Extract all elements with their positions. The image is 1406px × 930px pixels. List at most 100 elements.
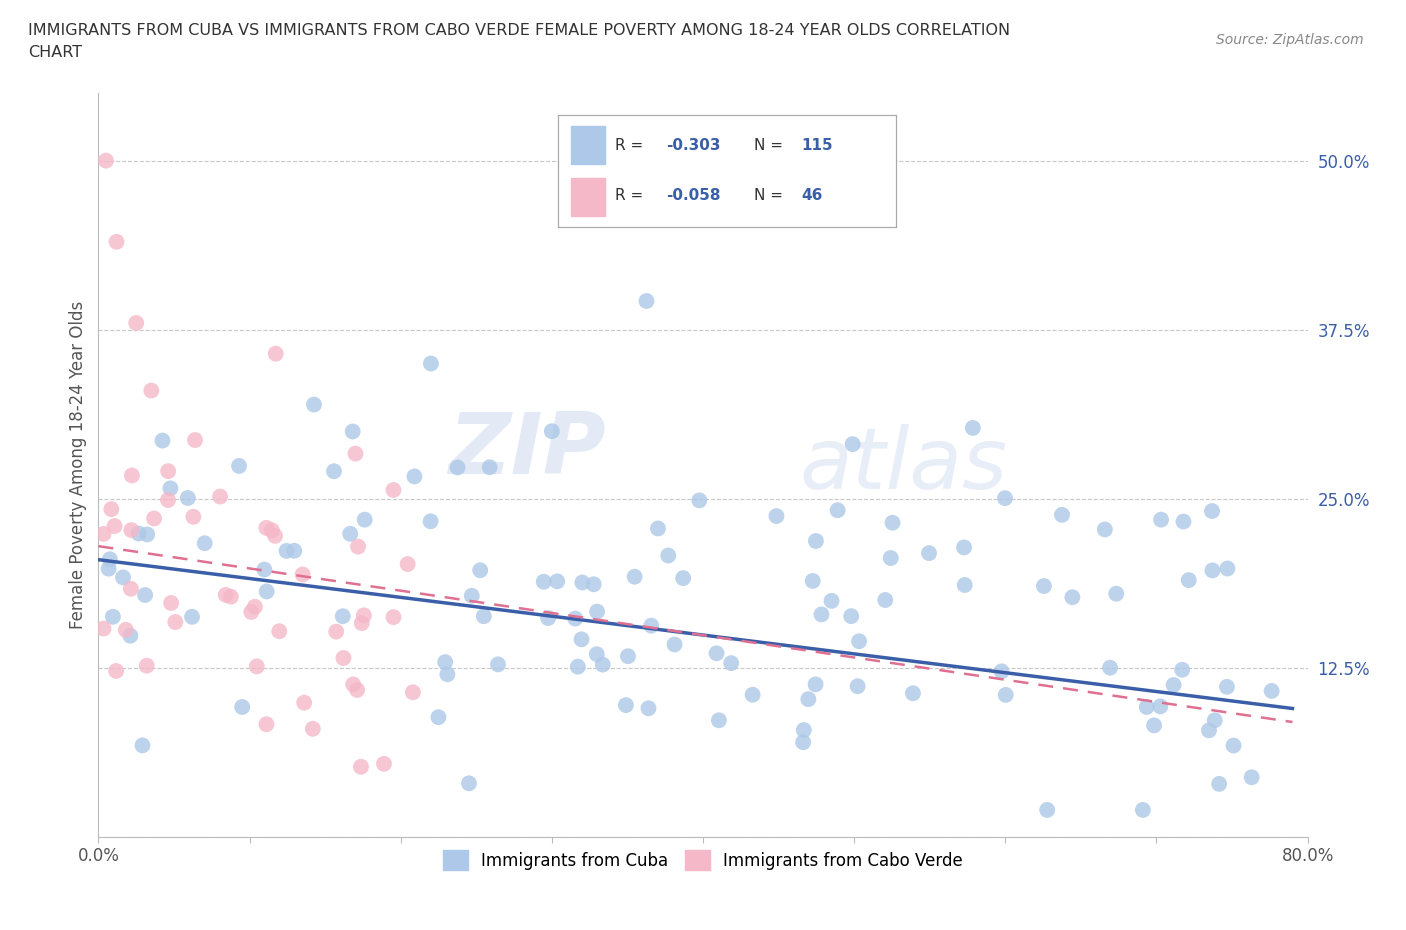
- Point: [1201, 504, 1223, 519]
- Point: [1032, 578, 1054, 593]
- Point: [994, 687, 1017, 702]
- Point: [792, 735, 814, 750]
- Point: [134, 588, 156, 603]
- Point: [256, 584, 278, 599]
- Point: [301, 722, 323, 737]
- Point: [1050, 508, 1073, 523]
- Point: [436, 667, 458, 682]
- Point: [592, 658, 614, 672]
- Point: [404, 469, 426, 484]
- Point: [1094, 522, 1116, 537]
- Point: [121, 468, 143, 483]
- Point: [1171, 662, 1194, 677]
- Point: [103, 519, 125, 534]
- Point: [323, 464, 346, 479]
- Point: [120, 523, 142, 538]
- Point: [264, 346, 287, 361]
- Point: [848, 634, 870, 649]
- Point: [240, 604, 263, 619]
- Point: [112, 570, 135, 585]
- Point: [637, 701, 659, 716]
- Point: [93, 526, 115, 541]
- Point: [246, 659, 269, 674]
- Point: [1132, 803, 1154, 817]
- Point: [382, 610, 405, 625]
- Y-axis label: Female Poverty Among 18-24 Year Olds: Female Poverty Among 18-24 Year Olds: [69, 301, 87, 629]
- Text: atlas: atlas: [800, 423, 1008, 507]
- Point: [344, 446, 367, 461]
- Point: [160, 595, 183, 610]
- Point: [458, 776, 481, 790]
- Point: [571, 631, 593, 646]
- Point: [141, 383, 163, 398]
- Point: [962, 420, 984, 435]
- Point: [720, 656, 742, 671]
- Point: [472, 609, 495, 624]
- Text: IMMIGRANTS FROM CUBA VS IMMIGRANTS FROM CABO VERDE FEMALE POVERTY AMONG 18-24 YE: IMMIGRANTS FROM CUBA VS IMMIGRANTS FROM …: [28, 23, 1011, 38]
- Point: [184, 432, 207, 447]
- Point: [427, 710, 450, 724]
- Point: [434, 655, 457, 670]
- Text: ZIP: ZIP: [449, 408, 606, 492]
- Point: [804, 677, 827, 692]
- Point: [1099, 660, 1122, 675]
- Point: [1062, 590, 1084, 604]
- Point: [128, 526, 150, 541]
- Point: [567, 659, 589, 674]
- Point: [156, 493, 179, 508]
- Point: [194, 536, 217, 551]
- Point: [219, 590, 242, 604]
- Point: [765, 509, 787, 524]
- Point: [1216, 561, 1239, 576]
- Point: [657, 548, 679, 563]
- Point: [446, 460, 468, 475]
- Point: [159, 481, 181, 496]
- Point: [839, 609, 862, 624]
- Point: [990, 664, 1012, 679]
- Point: [804, 534, 827, 549]
- Point: [571, 575, 593, 590]
- Point: [486, 657, 509, 671]
- Point: [419, 514, 441, 529]
- Point: [353, 608, 375, 623]
- Point: [228, 458, 250, 473]
- Point: [254, 521, 277, 536]
- Point: [302, 397, 325, 412]
- Point: [1143, 718, 1166, 733]
- Point: [131, 737, 153, 752]
- Point: [741, 687, 763, 702]
- Point: [152, 433, 174, 448]
- Point: [1240, 770, 1263, 785]
- Text: CHART: CHART: [28, 45, 82, 60]
- Point: [260, 523, 283, 538]
- Point: [1150, 512, 1173, 527]
- Point: [97, 561, 120, 576]
- Point: [215, 588, 238, 603]
- Point: [586, 604, 609, 619]
- Point: [256, 717, 278, 732]
- Point: [1149, 699, 1171, 714]
- Point: [276, 543, 298, 558]
- Point: [177, 490, 200, 505]
- Point: [846, 679, 869, 694]
- Point: [120, 629, 142, 644]
- Point: [350, 760, 373, 775]
- Point: [283, 543, 305, 558]
- Point: [564, 611, 586, 626]
- Point: [820, 593, 842, 608]
- Point: [382, 483, 405, 498]
- Point: [706, 645, 728, 660]
- Point: [350, 616, 373, 631]
- Point: [533, 575, 555, 590]
- Point: [1222, 738, 1244, 753]
- Point: [1260, 684, 1282, 698]
- Point: [181, 609, 204, 624]
- Point: [115, 622, 138, 637]
- Point: [827, 503, 849, 518]
- Point: [347, 539, 370, 554]
- Point: [1177, 573, 1199, 588]
- Point: [614, 698, 637, 712]
- Point: [1198, 723, 1220, 737]
- Point: [105, 663, 128, 678]
- Point: [953, 540, 976, 555]
